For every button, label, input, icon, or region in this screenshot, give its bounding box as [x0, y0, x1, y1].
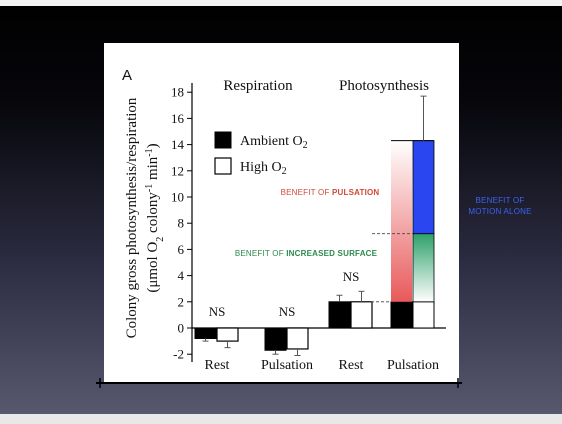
y-tick-label: 10 [171, 190, 184, 205]
annotation-motion-line1: BENEFIT OF [476, 196, 525, 205]
bar-high-o2-base [412, 301, 435, 329]
ns-label: NS [343, 269, 360, 284]
y-tick-label: 18 [171, 85, 184, 100]
y-tick-label: 16 [171, 111, 185, 126]
ns-label: NS [279, 304, 296, 319]
legend-label-high: High O2 [240, 160, 287, 177]
bar-high-o2 [216, 327, 239, 342]
x-tick-label: Pulsation [387, 358, 439, 373]
group-label-photosynthesis: Photosynthesis [339, 78, 429, 94]
panel-label: A [122, 67, 132, 84]
bar-segment-motion-alone [412, 140, 435, 235]
y-tick-label: 4 [178, 268, 185, 283]
bar-ambient-o2 [264, 327, 287, 351]
bar-segment-pulsation-benefit [391, 140, 412, 302]
legend-label-ambient: Ambient O2 [240, 134, 308, 151]
annotation-benefit-pulsation: BENEFIT OF PULSATION [281, 188, 380, 197]
bar-segment-increased-surface [412, 233, 435, 303]
x-tick-label: Pulsation [261, 358, 313, 373]
group-label-respiration: Respiration [223, 78, 293, 94]
y-tick-label: 2 [178, 294, 185, 309]
annotation-motion-line2: MOTION ALONE [468, 207, 531, 216]
top-band [0, 0, 562, 6]
bar-ambient-o2 [390, 301, 413, 329]
legend-swatch-ambient [214, 131, 232, 149]
y-tick-label: 8 [178, 216, 185, 231]
y-tick-label: 14 [171, 137, 185, 152]
bottom-band [0, 414, 562, 424]
y-tick-label: -2 [173, 347, 184, 362]
bar-high-o2 [286, 327, 309, 350]
bar-high-o2 [350, 301, 373, 329]
bar-ambient-o2 [328, 301, 351, 329]
ns-label: NS [209, 304, 226, 319]
y-axis-label-line2: (μmol O2 colony-1 min-1) [144, 143, 166, 292]
bar-ambient-o2 [194, 327, 217, 339]
annotation-benefit-surface: BENEFIT OF INCREASED SURFACE [235, 249, 378, 258]
x-tick-label: Rest [339, 358, 364, 373]
x-tick-label: Rest [205, 358, 230, 373]
legend-swatch-high [214, 157, 232, 175]
y-tick-label: 6 [178, 242, 185, 257]
y-tick-label: 0 [178, 321, 185, 336]
y-axis-label-line1: Colony gross photosynthesis/respiration [124, 97, 140, 338]
y-tick-label: 12 [171, 163, 184, 178]
